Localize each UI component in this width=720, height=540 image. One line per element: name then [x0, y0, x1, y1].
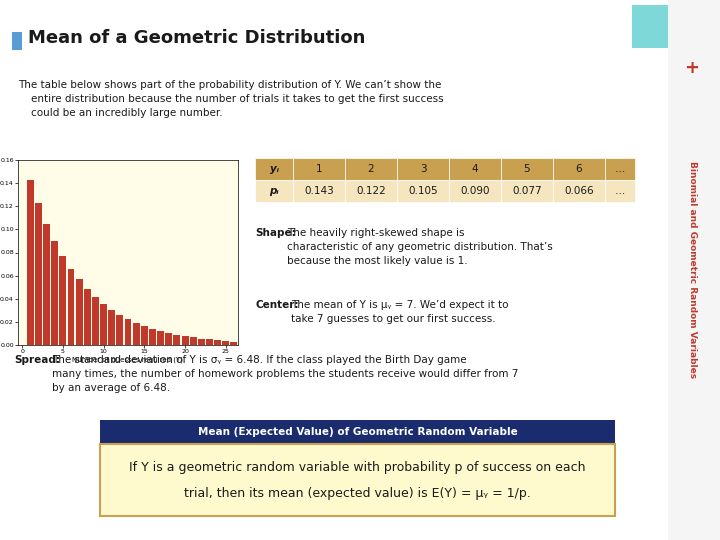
Text: The heavily right-skewed shape is
characteristic of any geometric distribution. : The heavily right-skewed shape is charac…: [287, 228, 553, 266]
Bar: [206, 340, 213, 345]
Bar: [149, 329, 156, 345]
Bar: [132, 323, 140, 345]
Text: The table below shows part of the probability distribution of Y. We can’t show t: The table below shows part of the probab…: [18, 80, 444, 118]
Text: Center:: Center:: [255, 300, 299, 310]
Bar: [230, 341, 238, 345]
Text: 0.066: 0.066: [564, 186, 594, 196]
Bar: [59, 256, 66, 345]
Text: Binomial and Geometric Random Variables: Binomial and Geometric Random Variables: [688, 161, 696, 379]
Bar: [68, 268, 74, 345]
Bar: [125, 319, 132, 345]
Text: …: …: [615, 186, 625, 196]
Bar: [92, 297, 99, 345]
Text: Shape:: Shape:: [255, 228, 296, 238]
Bar: [51, 241, 58, 345]
Text: 5: 5: [523, 164, 531, 174]
Text: Mean of a Geometric Distribution: Mean of a Geometric Distribution: [28, 29, 365, 47]
Text: Spread:: Spread:: [14, 355, 60, 365]
Bar: [117, 315, 123, 345]
Bar: [35, 203, 42, 345]
Text: 2: 2: [368, 164, 374, 174]
Text: 6: 6: [576, 164, 582, 174]
Text: If Y is a geometric random variable with probability p of success on each: If Y is a geometric random variable with…: [130, 462, 586, 475]
Text: …: …: [615, 164, 625, 174]
Bar: [238, 342, 246, 345]
Text: trial, then its mean (expected value) is E(Y) = μᵧ = 1/p.: trial, then its mean (expected value) is…: [184, 488, 531, 501]
Bar: [174, 335, 180, 345]
Bar: [198, 339, 204, 345]
Bar: [214, 340, 221, 345]
Bar: [190, 338, 197, 345]
Bar: [166, 333, 172, 345]
Text: pᵢ: pᵢ: [269, 186, 279, 196]
Bar: [27, 180, 34, 345]
Bar: [84, 289, 91, 345]
Bar: [108, 309, 115, 345]
Text: Mean (Expected Value) of Geometric Random Variable: Mean (Expected Value) of Geometric Rando…: [197, 427, 518, 437]
Bar: [141, 326, 148, 345]
Text: 4: 4: [472, 164, 478, 174]
X-axis label: Number of guesses required (Y): Number of guesses required (Y): [73, 357, 184, 363]
Bar: [222, 341, 229, 345]
Text: 0.105: 0.105: [408, 186, 438, 196]
Text: 0.090: 0.090: [460, 186, 490, 196]
Bar: [157, 331, 164, 345]
Text: 0.143: 0.143: [304, 186, 334, 196]
Bar: [76, 280, 83, 345]
Text: +: +: [685, 59, 700, 77]
Bar: [43, 224, 50, 345]
Bar: [100, 304, 107, 345]
Text: 1: 1: [315, 164, 323, 174]
Text: 3: 3: [420, 164, 426, 174]
Text: 0.077: 0.077: [512, 186, 542, 196]
Text: 0.122: 0.122: [356, 186, 386, 196]
Text: The mean of Y is μᵧ = 7. We’d expect it to
take 7 guesses to get our first succe: The mean of Y is μᵧ = 7. We’d expect it …: [291, 300, 508, 324]
Text: yᵢ: yᵢ: [269, 164, 279, 174]
Bar: [181, 336, 189, 345]
Text: The standard deviation of Y is σᵧ = 6.48. If the class played the Birth Day game: The standard deviation of Y is σᵧ = 6.48…: [52, 355, 518, 393]
